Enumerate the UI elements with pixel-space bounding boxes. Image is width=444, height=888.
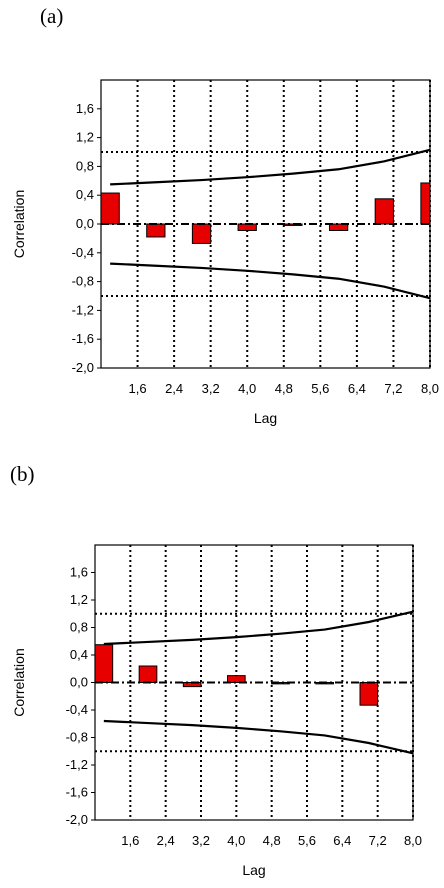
bar xyxy=(138,665,158,683)
bar xyxy=(94,644,114,683)
y-tick-label: 1,2 xyxy=(76,130,94,145)
x-tick-label: 4,8 xyxy=(263,833,281,848)
y-tick-label: 1,2 xyxy=(70,592,88,607)
confidence-upper-line xyxy=(103,610,414,646)
y-tick-label: 0,8 xyxy=(76,158,94,173)
y-tick-label: -0,8 xyxy=(72,274,94,289)
bar xyxy=(359,682,379,706)
y-tick-label: -0,4 xyxy=(66,702,88,717)
bar xyxy=(100,192,120,225)
x-tick-label: 3,2 xyxy=(192,833,210,848)
y-tick-label: 0,4 xyxy=(76,187,94,202)
y-tick-label: -2,0 xyxy=(72,360,94,375)
x-tick-label: 8,0 xyxy=(404,833,422,848)
bar xyxy=(420,182,431,225)
x-tick-label: 1,6 xyxy=(129,381,147,396)
y-axis-label: Correlation xyxy=(11,190,27,258)
y-tick-label: 0,0 xyxy=(76,216,94,231)
x-axis-label: Lag xyxy=(242,862,265,878)
x-tick-label: 1,6 xyxy=(121,833,139,848)
y-tick-label: -0,4 xyxy=(72,245,94,260)
bar xyxy=(191,223,212,244)
x-axis-label: Lag xyxy=(254,410,277,426)
bar xyxy=(328,223,349,231)
y-tick-label: 0,4 xyxy=(70,647,88,662)
x-tick-label: 7,2 xyxy=(369,833,387,848)
confidence-lower-line xyxy=(103,719,414,755)
chart-b: 1,6 2,4 3,2 4,0 4,8 5,6 6,4 7,2 8,0 1,6 1,2 0,8 0,4 0… xyxy=(11,544,422,878)
x-tick-label: 2,4 xyxy=(165,381,183,396)
confidence-lower-line xyxy=(110,262,431,300)
x-tick-label: 5,6 xyxy=(298,833,316,848)
x-tick-label: 6,4 xyxy=(333,833,351,848)
x-tick-label: 4,0 xyxy=(227,833,245,848)
y-tick-label: -1,6 xyxy=(66,785,88,800)
y-tick-label: -1,2 xyxy=(66,757,88,772)
bar xyxy=(146,223,166,238)
panel-label-a: (a) xyxy=(40,4,64,28)
x-tick-label: 6,4 xyxy=(348,381,366,396)
bar xyxy=(374,198,394,225)
x-tick-label: 7,2 xyxy=(384,381,402,396)
x-tick-label: 4,8 xyxy=(275,381,293,396)
y-tick-label: 0,0 xyxy=(70,675,88,690)
y-tick-label: 1,6 xyxy=(70,565,88,580)
x-tick-label: 4,0 xyxy=(238,381,256,396)
y-axis-label: Correlation xyxy=(11,648,27,716)
confidence-upper-line xyxy=(110,148,431,186)
y-tick-label: -1,2 xyxy=(72,302,94,317)
x-tick-label: 3,2 xyxy=(202,381,220,396)
x-tick-label: 8,0 xyxy=(421,381,439,396)
chart-a: 1,6 2,4 3,2 4,0 4,8 5,6 6,4 7,2 8,0 1,6 1,2 0,8 0,4 0… xyxy=(11,79,439,426)
y-tick-label: -2,0 xyxy=(66,812,88,827)
panel-label-b: (b) xyxy=(10,462,35,486)
y-tick-label: 0,8 xyxy=(70,620,88,635)
x-tick-label: 2,4 xyxy=(157,833,175,848)
bar xyxy=(227,675,246,683)
y-tick-label: -1,6 xyxy=(72,331,94,346)
y-tick-label: -0,8 xyxy=(66,730,88,745)
x-tick-label: 5,6 xyxy=(311,381,329,396)
y-tick-label: 1,6 xyxy=(76,101,94,116)
